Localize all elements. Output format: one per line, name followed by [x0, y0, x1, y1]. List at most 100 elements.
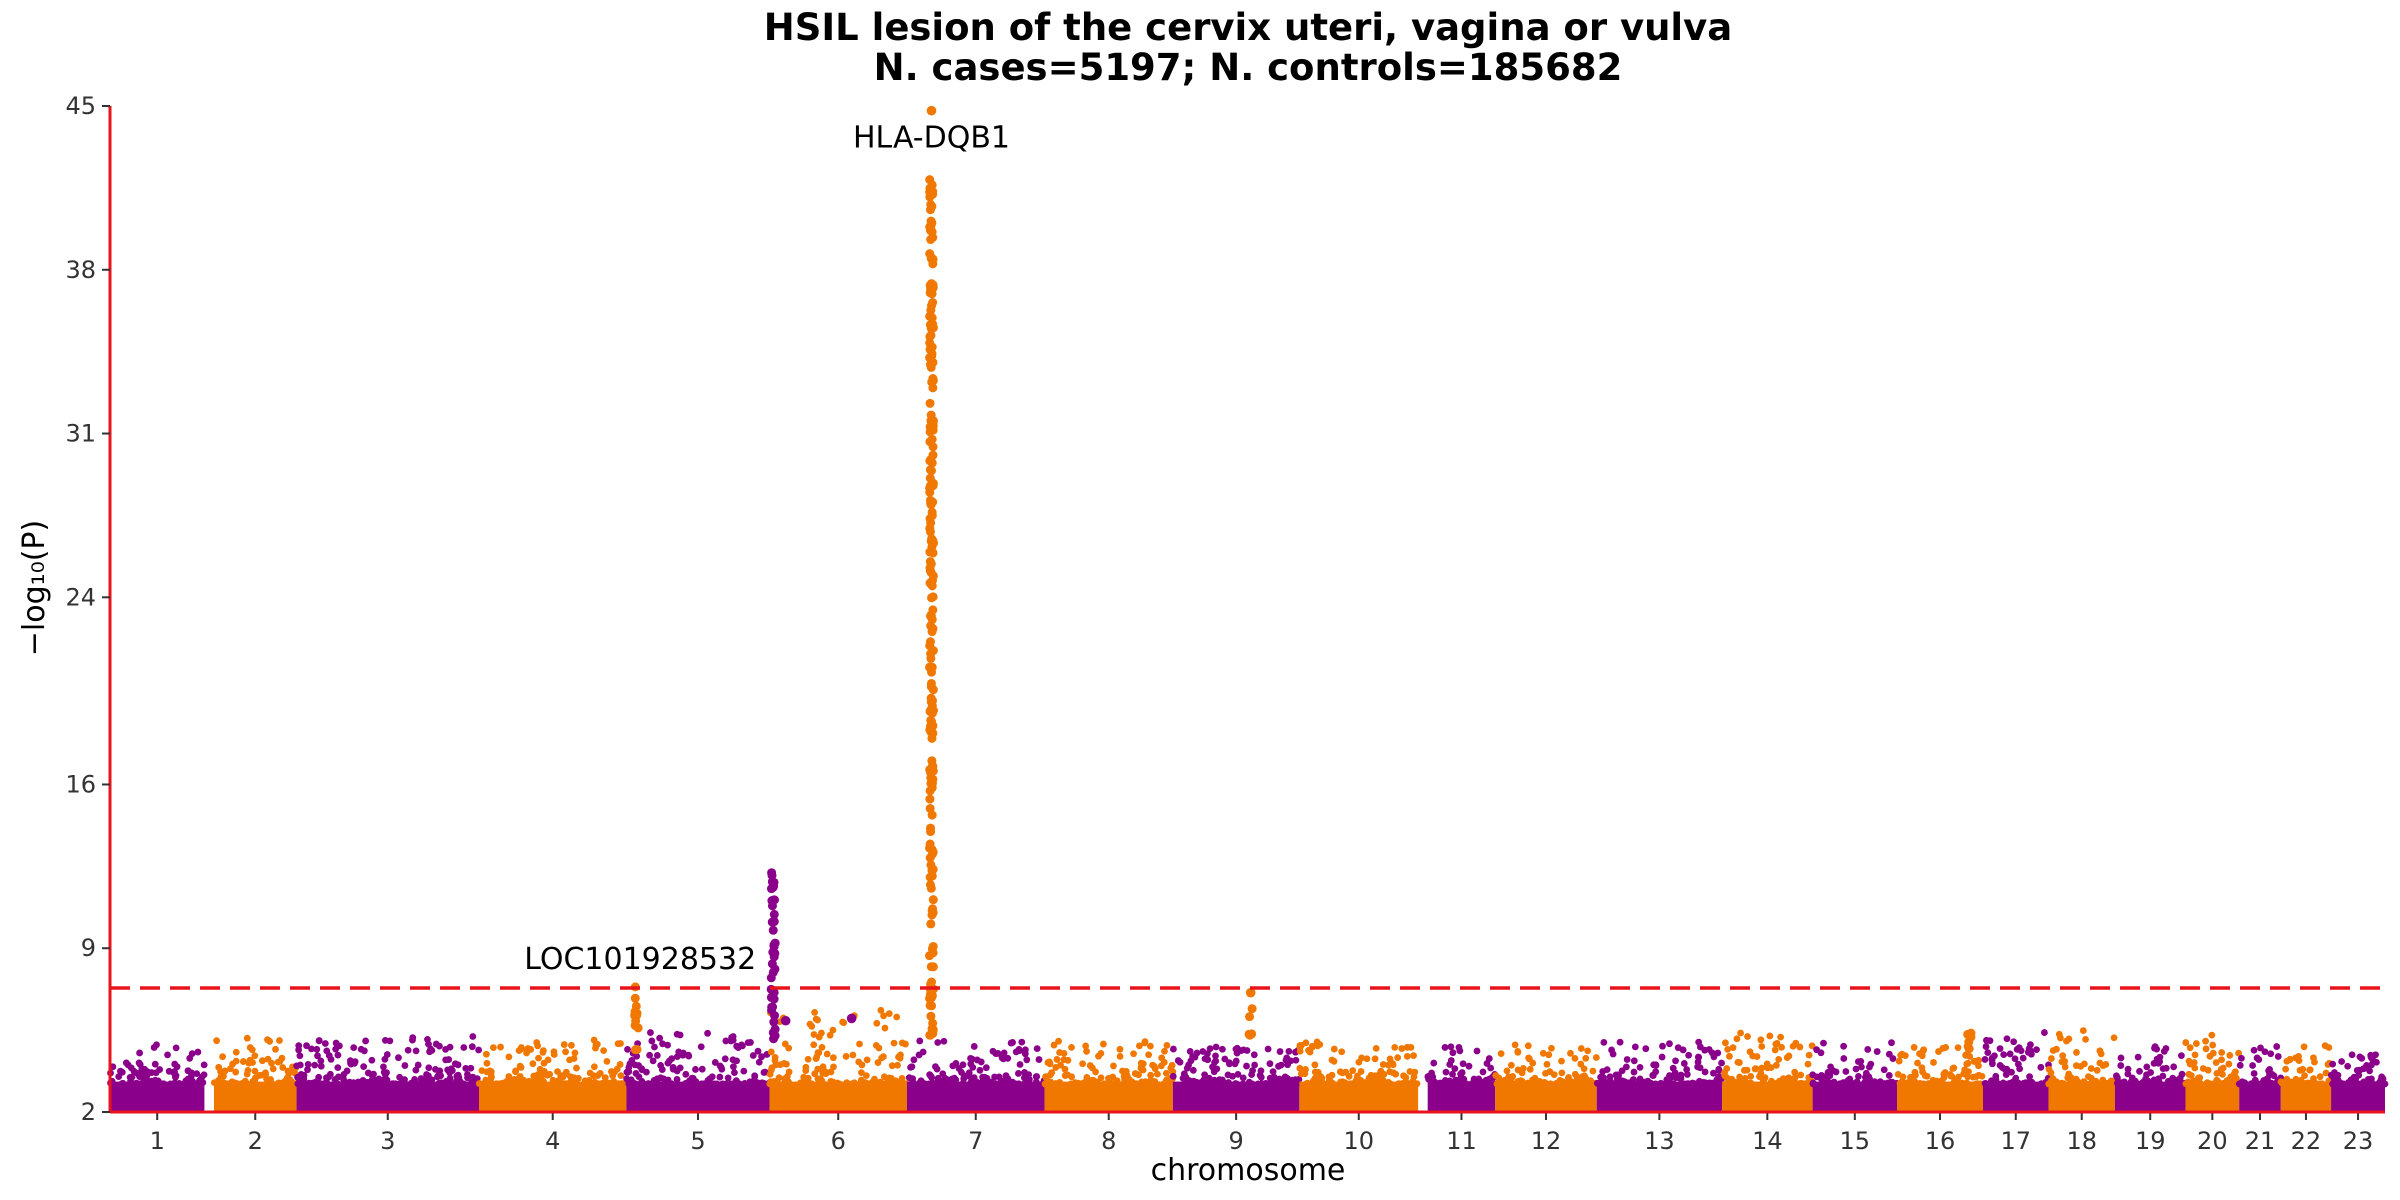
snp-point: [2117, 1054, 2125, 1062]
snp-point: [834, 1079, 841, 1087]
snp-point: [856, 1040, 863, 1048]
snp-point: [2096, 1047, 2104, 1055]
snp-point: [1829, 1080, 1837, 1088]
snp-point: [2356, 1053, 2364, 1061]
x-tick-label-5: 5: [690, 1127, 705, 1155]
signal-point: [769, 1017, 779, 1027]
snp-point: [118, 1068, 126, 1076]
snp-point: [1849, 1080, 1857, 1088]
snp-point: [1622, 1063, 1630, 1071]
snp-point: [1869, 1080, 1877, 1088]
snp-point: [647, 1029, 654, 1036]
snp-point: [1042, 1080, 1050, 1088]
snp-point: [2067, 1079, 2075, 1087]
snp-point: [153, 1041, 160, 1049]
snp-point: [2286, 1055, 2294, 1063]
snp-point: [1683, 1066, 1691, 1073]
x-tick-label-14: 14: [1752, 1127, 1783, 1155]
snp-point: [1771, 1046, 1779, 1054]
snp-point: [1372, 1044, 1380, 1052]
snp-point: [1744, 1033, 1751, 1040]
snp-point: [830, 1063, 837, 1071]
snp-point: [1630, 1057, 1638, 1065]
snp-point: [1721, 1072, 1729, 1080]
snp-point: [1218, 1045, 1226, 1053]
snp-point: [1895, 1057, 1903, 1065]
snp-point: [536, 1065, 544, 1073]
snp-point: [2072, 1062, 2080, 1070]
signal-point: [770, 948, 780, 958]
snp-point: [136, 1061, 144, 1068]
signal-point: [925, 187, 935, 197]
snp-point: [1671, 1069, 1679, 1077]
snp-point: [251, 1052, 259, 1060]
snp-point: [1666, 1080, 1674, 1088]
snp-point: [1592, 1054, 1600, 1061]
signal-point: [926, 466, 936, 476]
snp-point: [2238, 1054, 2245, 1062]
snp-point: [475, 1080, 483, 1087]
snp-point: [1616, 1038, 1624, 1046]
signal-point: [926, 705, 936, 715]
snp-point: [1135, 1080, 1142, 1088]
snp-point: [1993, 1080, 2001, 1088]
snp-point: [2327, 1071, 2335, 1079]
snp-point: [2063, 1037, 2070, 1045]
snp-point: [2250, 1046, 2258, 1054]
snp-point: [654, 1079, 662, 1087]
snp-point: [363, 1078, 371, 1086]
snp-point: [2134, 1053, 2142, 1061]
snp-point: [1672, 1057, 1679, 1065]
snp-point: [2316, 1073, 2324, 1081]
snp-point: [1446, 1061, 1454, 1068]
signal-point: [769, 917, 779, 927]
signal-point: [927, 542, 937, 552]
snp-point: [767, 1048, 775, 1056]
signal-point: [1964, 1044, 1974, 1054]
snp-point: [334, 1051, 342, 1059]
snp-point: [343, 1067, 351, 1075]
signal-point: [769, 909, 779, 919]
snp-point: [364, 1069, 372, 1077]
snp-point: [299, 1074, 306, 1082]
snp-point: [1119, 1067, 1126, 1075]
signal-point: [1966, 1032, 1976, 1042]
snp-point: [1600, 1038, 1608, 1046]
snp-point: [1021, 1049, 1029, 1057]
snp-point: [188, 1050, 196, 1058]
snp-point: [1239, 1080, 1247, 1088]
snp-point: [934, 1074, 942, 1082]
snp-point: [467, 1064, 475, 1072]
snp-point: [811, 1008, 818, 1016]
snp-point: [2268, 1070, 2276, 1078]
snp-point: [1584, 1047, 1592, 1055]
snp-point: [1589, 1067, 1597, 1075]
signal-point: [928, 233, 938, 243]
snp-point: [970, 1043, 978, 1050]
snp-point: [221, 1080, 229, 1088]
snp-point: [1901, 1052, 1909, 1060]
snp-point: [571, 1077, 579, 1085]
snp-point: [1079, 1060, 1087, 1068]
snp-point: [317, 1062, 325, 1070]
snp-point: [2053, 1045, 2060, 1053]
signal-point: [766, 884, 776, 894]
snp-point: [2194, 1075, 2202, 1082]
snp-point: [2059, 1052, 2067, 1060]
snp-point: [1475, 1079, 1483, 1087]
snp-point: [151, 1060, 159, 1068]
snp-point: [766, 1070, 774, 1078]
snp-point: [1320, 1079, 1327, 1087]
snp-point: [1804, 1060, 1812, 1068]
snp-point: [2019, 1054, 2027, 1062]
snp-point: [1330, 1045, 1338, 1053]
snp-point: [540, 1078, 547, 1085]
snp-point: [819, 1063, 827, 1071]
snp-point: [1459, 1075, 1467, 1083]
snp-point: [1694, 1063, 1702, 1071]
snp-point: [190, 1080, 198, 1088]
y-tick-label: 9: [81, 934, 96, 962]
snp-point: [2011, 1080, 2019, 1088]
snp-point: [1777, 1033, 1785, 1041]
snp-point: [2041, 1029, 2048, 1036]
